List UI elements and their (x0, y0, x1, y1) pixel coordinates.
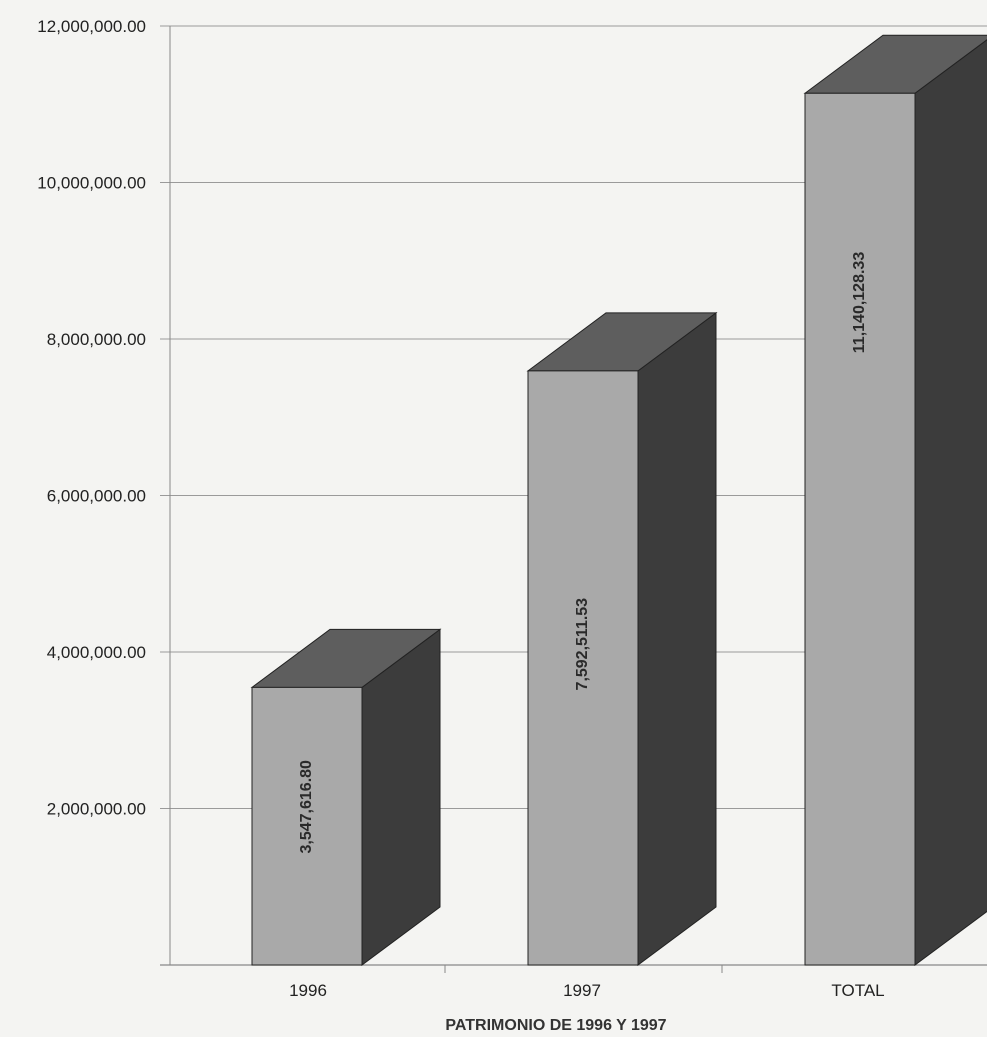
x-tick-label: 1996 (289, 981, 327, 1000)
data-label: 11,140,128.33 (851, 252, 868, 354)
y-tick-label: 4,000,000.00 (47, 643, 146, 662)
y-tick-label: 6,000,000.00 (47, 487, 146, 506)
data-label: 3,547,616.80 (298, 760, 315, 854)
bar-side (361, 628, 441, 966)
bar-front (251, 686, 363, 966)
x-axis-label: PATRIMONIO DE 1996 Y 1997 (445, 1017, 666, 1034)
y-tick-label: 12,000,000.00 (37, 17, 146, 36)
bar-1996 (250, 628, 442, 966)
x-tick-label: TOTAL (831, 981, 884, 1000)
labels: 2,000,000.00 4,000,000.00 6,000,000.00 8,00… (37, 17, 884, 1000)
x-tick-label: 1997 (563, 981, 601, 1000)
y-tick-label: 8,000,000.00 (47, 330, 146, 349)
bar-side (914, 39, 987, 966)
bar-side (637, 311, 717, 966)
y-tick-label: 10,000,000.00 (37, 174, 146, 193)
y-tick-label: 2,000,000.00 (47, 800, 146, 819)
data-label: 7,592,511.53 (574, 598, 591, 691)
bar-front (804, 92, 916, 966)
bar-front (527, 370, 639, 966)
bar-total (803, 34, 987, 966)
bars (250, 34, 987, 966)
bar-1997 (526, 311, 718, 966)
